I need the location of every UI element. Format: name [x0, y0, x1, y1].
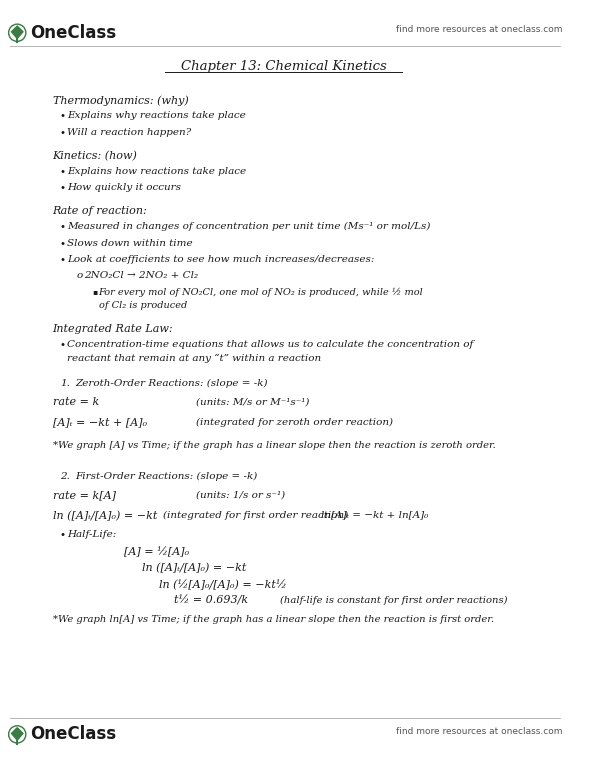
Text: Thermodynamics: (why): Thermodynamics: (why)	[52, 95, 189, 105]
Text: Half-Life:: Half-Life:	[67, 531, 116, 540]
Text: *We graph ln[A] vs Time; if the graph has a linear slope then the reaction is fi: *We graph ln[A] vs Time; if the graph ha…	[52, 614, 494, 624]
Text: find more resources at oneclass.com: find more resources at oneclass.com	[396, 727, 563, 736]
Text: t½ = 0.693/k: t½ = 0.693/k	[174, 595, 248, 606]
Text: •: •	[60, 239, 65, 249]
Text: [A] = ½[A]₀: [A] = ½[A]₀	[124, 547, 190, 557]
Text: (integrated for first order reaction): (integrated for first order reaction)	[162, 511, 348, 520]
Circle shape	[10, 25, 24, 40]
Circle shape	[8, 24, 26, 42]
Text: (integrated for zeroth order reaction): (integrated for zeroth order reaction)	[196, 417, 393, 427]
Text: ▪: ▪	[92, 287, 97, 296]
Text: •: •	[60, 223, 65, 233]
Text: 2.: 2.	[60, 472, 70, 481]
Text: First-Order Reactions: (slope = -k): First-Order Reactions: (slope = -k)	[76, 472, 258, 481]
Text: •: •	[60, 531, 65, 541]
Polygon shape	[11, 728, 23, 740]
Polygon shape	[11, 26, 23, 38]
Text: Integrated Rate Law:: Integrated Rate Law:	[52, 323, 173, 333]
Text: OneClass: OneClass	[30, 24, 116, 42]
Text: ln[A]ₜ = −kt + ln[A]₀: ln[A]ₜ = −kt + ln[A]₀	[321, 511, 428, 520]
Text: Will a reaction happen?: Will a reaction happen?	[67, 128, 191, 136]
Text: of Cl₂ is produced: of Cl₂ is produced	[99, 301, 187, 310]
Text: [A]ₜ = −kt + [A]₀: [A]ₜ = −kt + [A]₀	[52, 417, 147, 427]
Text: •: •	[60, 128, 65, 138]
Text: •: •	[60, 183, 65, 193]
Text: OneClass: OneClass	[30, 725, 116, 743]
Circle shape	[10, 727, 24, 742]
Text: Explains how reactions take place: Explains how reactions take place	[67, 167, 246, 176]
Text: •: •	[60, 111, 65, 121]
Text: Chapter 13: Chemical Kinetics: Chapter 13: Chemical Kinetics	[181, 60, 387, 72]
Text: (units: M/s or M⁻¹s⁻¹): (units: M/s or M⁻¹s⁻¹)	[196, 397, 309, 407]
Text: rate = k[A]: rate = k[A]	[52, 490, 115, 500]
Text: Explains why reactions take place: Explains why reactions take place	[67, 111, 246, 120]
Text: rate = k: rate = k	[52, 397, 99, 407]
Text: •: •	[60, 340, 65, 350]
Text: ln ([A]ₜ/[A]₀) = −kt: ln ([A]ₜ/[A]₀) = −kt	[52, 511, 157, 521]
Text: •: •	[60, 167, 65, 177]
Text: Zeroth-Order Reactions: (slope = -k): Zeroth-Order Reactions: (slope = -k)	[76, 380, 268, 388]
Text: Kinetics: (how): Kinetics: (how)	[52, 150, 137, 161]
Text: o: o	[77, 271, 83, 280]
Text: Slows down within time: Slows down within time	[67, 239, 193, 247]
Text: 2NO₂Cl → 2NO₂ + Cl₂: 2NO₂Cl → 2NO₂ + Cl₂	[84, 271, 198, 280]
Text: find more resources at oneclass.com: find more resources at oneclass.com	[396, 25, 563, 35]
Text: Look at coefficients to see how much increases/decreases:: Look at coefficients to see how much inc…	[67, 255, 374, 264]
Text: reactant that remain at any “t” within a reaction: reactant that remain at any “t” within a…	[67, 353, 321, 363]
Text: ln ([A]ₜ/[A]₀) = −kt: ln ([A]ₜ/[A]₀) = −kt	[142, 563, 246, 574]
Text: (half-life is constant for first order reactions): (half-life is constant for first order r…	[280, 595, 507, 604]
Circle shape	[8, 726, 26, 743]
Text: ln (½[A]₀/[A]₀) = −kt½: ln (½[A]₀/[A]₀) = −kt½	[159, 579, 287, 590]
Text: Concentration-time equations that allows us to calculate the concentration of: Concentration-time equations that allows…	[67, 340, 474, 349]
Text: Rate of reaction:: Rate of reaction:	[52, 206, 148, 216]
Text: Measured in changes of concentration per unit time (Ms⁻¹ or mol/Ls): Measured in changes of concentration per…	[67, 223, 430, 232]
Text: 1.: 1.	[60, 380, 70, 388]
Text: For every mol of NO₂Cl, one mol of NO₂ is produced, while ½ mol: For every mol of NO₂Cl, one mol of NO₂ i…	[99, 287, 423, 296]
Text: *We graph [A] vs Time; if the graph has a linear slope then the reaction is zero: *We graph [A] vs Time; if the graph has …	[52, 440, 496, 450]
Text: •: •	[60, 255, 65, 265]
Text: How quickly it occurs: How quickly it occurs	[67, 183, 181, 192]
Text: (units: 1/s or s⁻¹): (units: 1/s or s⁻¹)	[196, 490, 286, 499]
